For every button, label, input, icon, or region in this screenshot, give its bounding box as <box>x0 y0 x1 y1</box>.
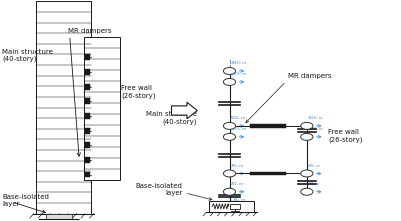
Bar <box>85 142 90 148</box>
Text: Base-isolated
layer: Base-isolated layer <box>136 183 182 196</box>
Text: Main structure
(40-story): Main structure (40-story) <box>2 49 53 62</box>
Bar <box>230 204 240 209</box>
Bar <box>85 172 90 177</box>
Text: MR dampers: MR dampers <box>288 73 331 79</box>
Circle shape <box>301 133 313 140</box>
Bar <box>85 37 120 180</box>
Text: Free wall
(26-story): Free wall (26-story) <box>328 129 363 143</box>
Bar <box>250 124 286 128</box>
Bar <box>85 157 90 163</box>
Text: $x_{5,w}$: $x_{5,w}$ <box>308 162 322 170</box>
Bar <box>85 98 90 104</box>
Text: $x_{40,m}$: $x_{40,m}$ <box>230 60 248 67</box>
Text: $x_{5,m}$: $x_{5,m}$ <box>230 162 245 170</box>
Bar <box>85 84 90 90</box>
Circle shape <box>223 170 236 177</box>
Circle shape <box>301 188 313 195</box>
Circle shape <box>223 133 236 140</box>
Text: $x_{39,m}$: $x_{39,m}$ <box>230 71 248 78</box>
Bar <box>36 1 91 214</box>
Bar <box>85 55 90 60</box>
Bar <box>85 113 90 119</box>
Text: $x_{25,w}$: $x_{25,w}$ <box>308 126 325 133</box>
Bar <box>209 201 254 211</box>
Text: $x_{b,m}$: $x_{b,m}$ <box>232 196 247 204</box>
Text: $x_{26,w}$: $x_{26,w}$ <box>308 115 325 122</box>
Bar <box>46 214 72 219</box>
Bar <box>250 172 286 175</box>
Circle shape <box>301 170 313 177</box>
Bar <box>85 69 90 75</box>
Text: Base-isolated
layer: Base-isolated layer <box>2 194 49 207</box>
Text: Main structure
(40-story): Main structure (40-story) <box>146 111 197 125</box>
Text: $x_{1,m}$: $x_{1,m}$ <box>230 181 245 188</box>
Text: Free wall
(26-story): Free wall (26-story) <box>121 86 156 99</box>
Circle shape <box>223 188 236 195</box>
Polygon shape <box>172 102 197 119</box>
Circle shape <box>301 122 313 129</box>
Text: $x_{1,w}$: $x_{1,w}$ <box>308 181 322 188</box>
Bar <box>85 128 90 133</box>
Circle shape <box>223 78 236 86</box>
Text: $x_{26,m}$: $x_{26,m}$ <box>229 115 247 122</box>
Text: $x_{25,m}$: $x_{25,m}$ <box>230 126 248 133</box>
Text: MR dampers: MR dampers <box>69 28 112 34</box>
Circle shape <box>223 67 236 74</box>
Circle shape <box>223 122 236 129</box>
